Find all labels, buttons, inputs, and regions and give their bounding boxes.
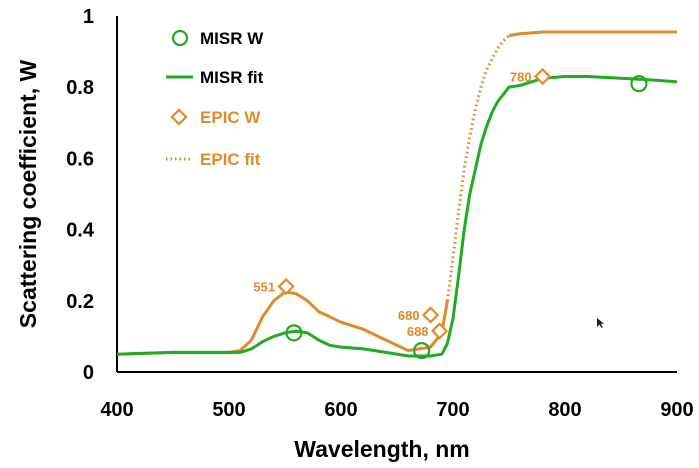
epic-w-point-label: 780 <box>510 70 532 85</box>
x-tick-label: 600 <box>324 399 357 421</box>
epic-fit-line-nir <box>508 30 677 38</box>
misr-w-point <box>285 324 303 342</box>
epic-w-point <box>533 67 552 86</box>
x-axis-title: Wavelength, nm <box>294 436 470 462</box>
epic-fit-line-visible <box>116 290 449 356</box>
y-tick-label: 0.8 <box>66 77 94 99</box>
x-tick-label: 800 <box>548 399 581 421</box>
y-tick-label: 0.6 <box>66 148 94 170</box>
epic-w-point <box>421 306 440 324</box>
epic-w-point-label: 680 <box>398 308 420 323</box>
y-tick-label: 0.4 <box>66 220 95 242</box>
y-tick-labels: 0 0.2 0.4 0.6 0.8 1 <box>66 6 95 384</box>
epic-fit-line-dotted <box>445 34 511 302</box>
mouse-cursor-icon <box>597 318 604 328</box>
legend-epic-fit-label: EPIC fit <box>200 150 261 169</box>
epic-w-point <box>277 277 295 296</box>
epic-w-point <box>430 322 449 340</box>
series-layer <box>116 30 678 358</box>
x-tick-label: 500 <box>212 399 245 421</box>
x-tick-label: 900 <box>660 399 693 421</box>
legend-misr-w-label: MISR W <box>200 29 264 48</box>
legend-epic-w-marker <box>170 108 188 126</box>
misr-fit-line <box>116 75 678 358</box>
y-tick-label: 0 <box>83 362 94 384</box>
x-tick-label: 700 <box>436 399 469 421</box>
y-tick-label: 1 <box>83 6 94 28</box>
legend-misr-fit-label: MISR fit <box>200 68 264 87</box>
legend: MISR W MISR fit EPIC W EPIC fit <box>166 29 264 169</box>
legend-epic-w-label: EPIC W <box>200 108 261 127</box>
x-tick-labels: 400 500 600 700 800 900 <box>100 399 693 421</box>
epic-w-point-label: 551 <box>253 280 275 295</box>
misr-w-point <box>413 342 431 360</box>
misr-w-point <box>630 75 648 93</box>
y-axis-title: Scattering coefficient, W <box>15 60 41 329</box>
epic-w-point-label: 688 <box>407 324 429 339</box>
y-tick-label: 0.2 <box>66 291 94 313</box>
legend-misr-w-marker <box>171 29 189 47</box>
x-tick-label: 400 <box>100 399 133 421</box>
